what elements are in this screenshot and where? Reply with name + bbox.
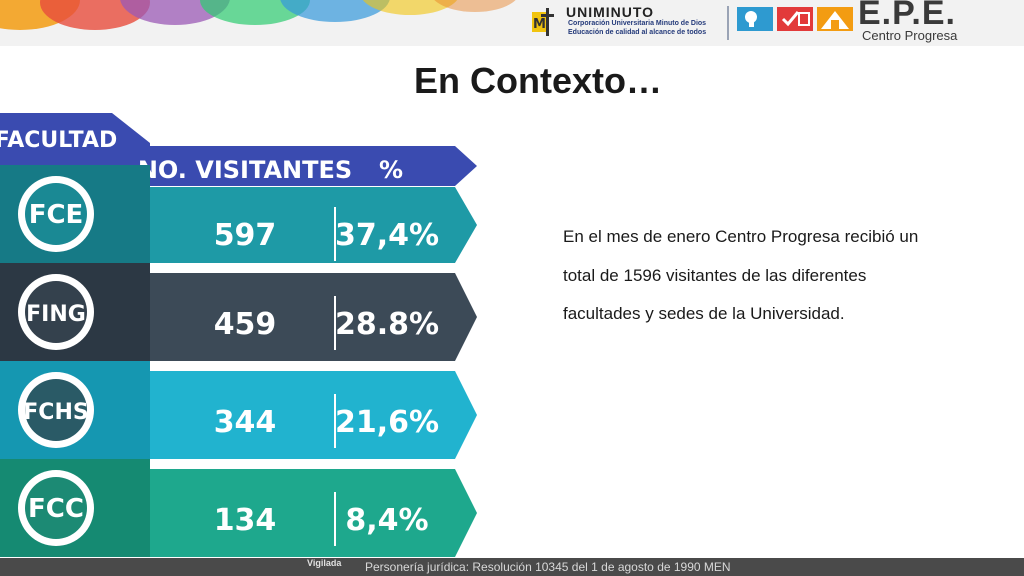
decorative-blob <box>430 0 520 12</box>
faculty-label: FCHS <box>23 400 88 425</box>
faculty-label: FING <box>26 302 86 327</box>
header-band <box>0 0 1024 46</box>
summary-paragraph: En el mes de enero Centro Progresa recib… <box>563 227 919 323</box>
md-logo-icon: M <box>532 8 554 36</box>
faculty-header-label: FACULTAD <box>0 128 117 153</box>
faculty-label: FCC <box>28 494 84 524</box>
visitors-value: 134 <box>214 503 277 538</box>
faculty-label: FCE <box>29 200 84 230</box>
visitors-header-banner <box>150 146 477 186</box>
header-divider <box>727 6 729 40</box>
faculty-header-tab <box>0 113 150 165</box>
visitors-header-label: NO. VISITANTES <box>138 156 352 184</box>
visitors-value: 597 <box>214 218 277 253</box>
uni-tagline: Educación de calidad al alcance de todos <box>568 29 707 36</box>
percent-header-label: % <box>379 156 403 184</box>
visitors-value: 459 <box>214 307 277 342</box>
decorative-blob <box>280 0 390 22</box>
uni-name: UNIMINUTO <box>566 4 655 20</box>
faculty-badge <box>25 379 87 441</box>
vigilada-label: Vigilada <box>307 558 342 568</box>
epe-title: E.P.E. <box>858 0 956 32</box>
percent-value: 28.8% <box>335 307 439 342</box>
row-arrow-band <box>150 469 477 557</box>
decorative-blob <box>360 0 460 15</box>
visitors-infographic: FACULTAD NO. VISITANTES % FCE 597 37,4% FIN… <box>0 113 477 557</box>
row-arrow-band <box>150 371 477 459</box>
faculty-badge <box>25 281 87 343</box>
percent-value: 37,4% <box>335 218 439 253</box>
faculty-badge <box>25 477 87 539</box>
row-arrow-band <box>150 273 477 361</box>
page-title: En Contexto… <box>414 60 662 101</box>
footer-legal-text: Personería jurídica: Resolución 10345 de… <box>365 560 731 574</box>
footer-bar: Vigilada Personería jurídica: Resolución… <box>0 558 1024 576</box>
percent-value: 21,6% <box>335 405 439 440</box>
percent-value: 8,4% <box>345 503 428 538</box>
faculty-badge <box>25 183 87 245</box>
checklist-icon <box>777 7 813 31</box>
svg-text:M: M <box>533 17 546 32</box>
epe-icons <box>737 7 853 31</box>
visitors-value: 344 <box>214 405 277 440</box>
epe-subtitle: Centro Progresa <box>862 28 958 43</box>
row-arrow-band <box>150 187 477 263</box>
uni-subtitle: Corporación Universitaria Minuto de Dios <box>568 20 707 27</box>
